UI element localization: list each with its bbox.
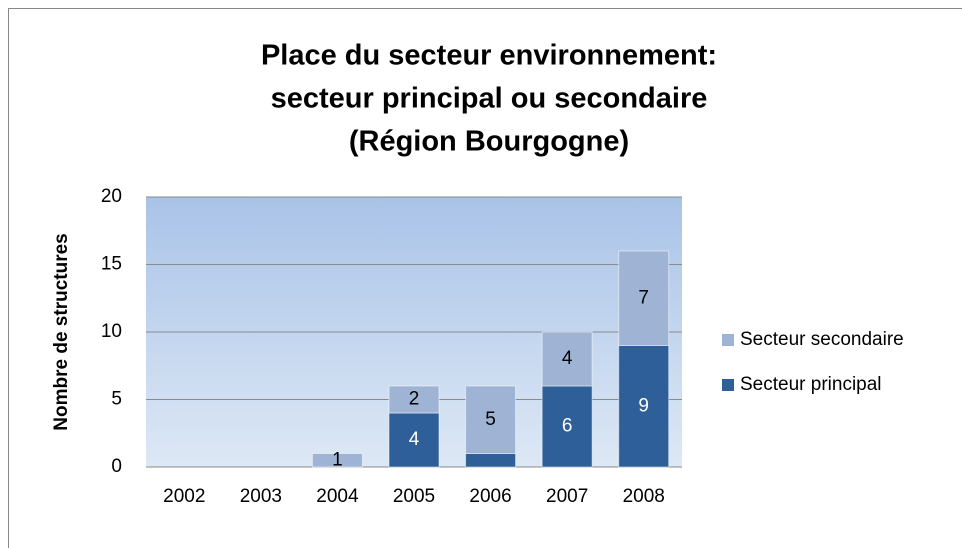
y-tick-label: 10 xyxy=(101,321,122,342)
bar-segment xyxy=(541,331,593,387)
x-tick-label: 2002 xyxy=(163,486,205,507)
y-tick-label: 15 xyxy=(101,254,122,275)
bar-segment xyxy=(541,385,593,468)
data-label: 7 xyxy=(638,287,649,308)
x-tick-label: 2004 xyxy=(316,486,359,507)
legend-swatch xyxy=(722,334,734,346)
x-tick-label: 2005 xyxy=(393,486,435,507)
bar-segment xyxy=(465,453,517,468)
data-label: 2 xyxy=(409,389,420,410)
data-label: 6 xyxy=(562,416,573,437)
data-label: 1 xyxy=(332,449,343,470)
y-tick-label: 5 xyxy=(111,389,122,410)
x-tick-label: 2008 xyxy=(623,486,665,507)
data-label: 5 xyxy=(485,409,496,430)
bar-segment xyxy=(311,453,363,468)
chart-title: Place du secteur environnement: xyxy=(261,40,717,72)
bar-segment xyxy=(618,345,670,468)
data-label: 4 xyxy=(562,348,573,369)
y-tick-label: 20 xyxy=(101,186,122,207)
data-label: 9 xyxy=(638,395,649,416)
legend-label: Secteur principal xyxy=(740,374,882,395)
x-tick-label: 2007 xyxy=(546,486,588,507)
x-tick-label: 2003 xyxy=(240,486,282,507)
bar-segment xyxy=(388,412,440,468)
legend-label: Secteur secondaire xyxy=(740,329,904,350)
y-axis-label: Nombre de structures xyxy=(51,233,72,430)
data-label: 4 xyxy=(409,429,420,450)
bar-segment xyxy=(465,385,517,454)
chart-title: (Région Bourgogne) xyxy=(349,126,629,158)
y-tick-label: 0 xyxy=(111,456,122,477)
bar-segment xyxy=(618,250,670,346)
bar-segment xyxy=(388,385,440,414)
chart-title: secteur principal ou secondaire xyxy=(271,83,708,115)
legend-swatch xyxy=(722,379,734,391)
x-tick-label: 2006 xyxy=(469,486,511,507)
